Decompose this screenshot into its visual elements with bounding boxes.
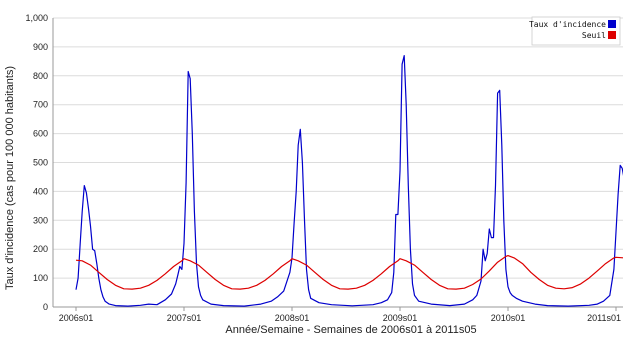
- x-tick-label-2006s01: 2006s01: [59, 313, 94, 323]
- y-tick-label-500: 500: [33, 158, 48, 168]
- y-tick-label-800: 800: [33, 71, 48, 81]
- legend: Taux d'incidence Seuil: [529, 16, 621, 46]
- legend-swatch-incidence: [608, 20, 616, 28]
- y-tick-label-900: 900: [33, 42, 48, 52]
- x-axis-title: Année/Semaine - Semaines de 2006s01 à 20…: [225, 324, 476, 336]
- legend-box: [531, 16, 621, 46]
- y-tick-label-400: 400: [33, 186, 48, 196]
- x-axis-ticks: 2006s01 2007s01 2008s01 2009s01 2010s01 2011s…: [59, 307, 621, 323]
- y-axis-ticks: 0 100 200 300 400 500 600 700 800 900 1,000: [25, 13, 48, 312]
- y-tick-label-700: 700: [33, 100, 48, 110]
- y-tick-label-600: 600: [33, 129, 48, 139]
- y-tick-label-300: 300: [33, 215, 48, 225]
- y-tick-label-100: 100: [33, 273, 48, 283]
- y-tick-label-0: 0: [43, 302, 48, 312]
- legend-label-seuil: Seuil: [582, 31, 606, 40]
- y-tick-label-1000: 1,000: [25, 13, 48, 23]
- legend-label-incidence: Taux d'incidence: [529, 20, 606, 29]
- series-line-incidence: [75, 55, 623, 307]
- x-tick-label-2009s01: 2009s01: [383, 313, 418, 323]
- x-tick-label-2010s01: 2010s01: [491, 313, 526, 323]
- series-layer: [75, 55, 623, 307]
- y-axis-title: Taux d'incidence (cas pour 100 000 habit…: [4, 66, 16, 290]
- x-tick-label-2007s01: 2007s01: [167, 313, 202, 323]
- legend-swatch-seuil: [608, 31, 616, 39]
- series-line-seuil: [75, 255, 623, 290]
- gridlines: [53, 17, 623, 308]
- y-tick-label-200: 200: [33, 244, 48, 254]
- x-tick-label-2011s01: 2011s01: [587, 313, 621, 323]
- x-tick-label-2008s01: 2008s01: [275, 313, 310, 323]
